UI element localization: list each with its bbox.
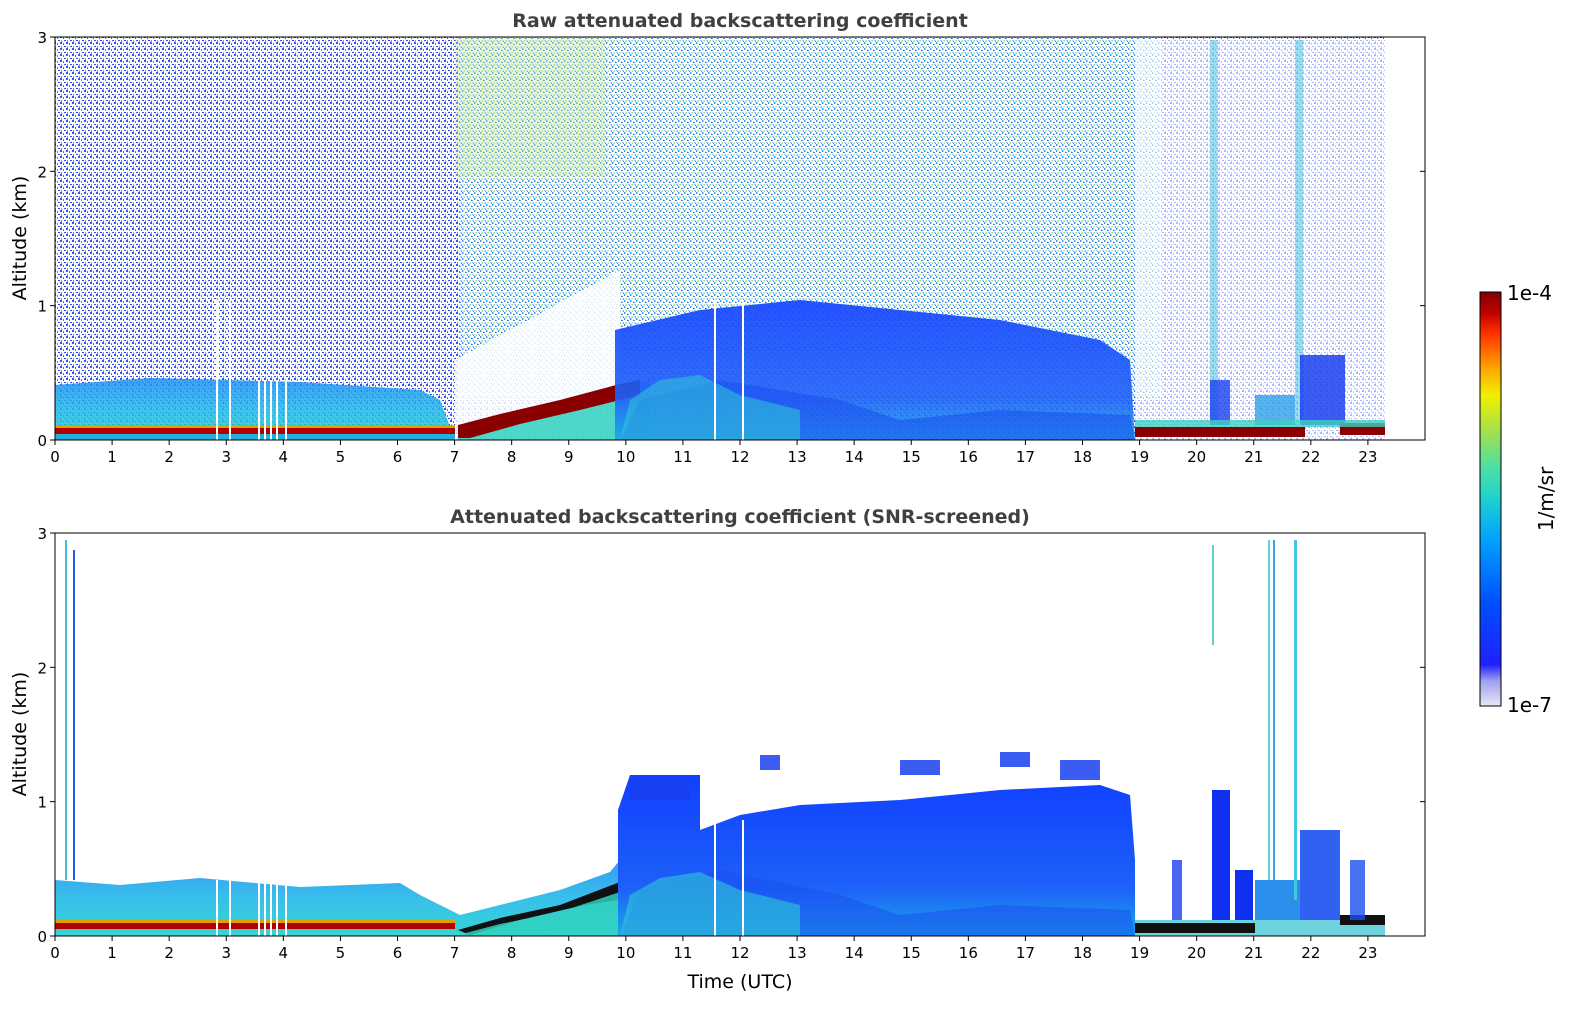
x-tick-label: 14 xyxy=(845,448,864,466)
panel1-plot-area xyxy=(55,37,1425,440)
x-tick-label: 18 xyxy=(1073,448,1092,466)
x-tick-label: 0 xyxy=(50,944,60,962)
x-tick-label: 20 xyxy=(1187,944,1206,962)
colorbar: 1e-4 1e-7 1/m/sr xyxy=(1479,281,1558,717)
x-tick-label: 5 xyxy=(336,944,346,962)
x-tick-label: 3 xyxy=(221,448,231,466)
y-tick-label: 1 xyxy=(37,794,47,812)
x-tick-label: 20 xyxy=(1187,448,1206,466)
panel1-x-axis: 0 1 2 3 4 5 6 7 8 9 10 11 12 13 14 15 16 17 18 19 20 21 22 23 xyxy=(50,440,1377,466)
x-tick-label: 14 xyxy=(845,944,864,962)
panel2-plot-area xyxy=(55,533,1425,936)
colorbar-unit-label: 1/m/sr xyxy=(1534,466,1558,531)
x-tick-label: 17 xyxy=(1016,944,1035,962)
x-tick-label: 1 xyxy=(107,944,117,962)
colorbar-gradient xyxy=(1479,291,1502,707)
x-tick-label: 12 xyxy=(730,448,749,466)
snr-screened-panel: Attenuated backscattering coefficient (S… xyxy=(9,506,1426,993)
panel2-xlabel: Time (UTC) xyxy=(686,971,792,993)
x-tick-label: 10 xyxy=(616,944,635,962)
x-tick-label: 19 xyxy=(1130,944,1149,962)
x-tick-label: 23 xyxy=(1358,448,1377,466)
x-tick-label: 21 xyxy=(1244,448,1263,466)
x-tick-label: 11 xyxy=(673,944,692,962)
x-tick-label: 6 xyxy=(393,944,403,962)
x-tick-label: 8 xyxy=(507,448,517,466)
x-tick-label: 18 xyxy=(1073,944,1092,962)
panel1-title: Raw attenuated backscattering coefficien… xyxy=(512,10,968,32)
x-tick-label: 6 xyxy=(393,448,403,466)
x-tick-label: 2 xyxy=(164,448,174,466)
x-tick-label: 22 xyxy=(1301,944,1320,962)
panel1-ylabel: Altitude (km) xyxy=(9,176,31,301)
y-tick-label: 1 xyxy=(37,298,47,316)
raw-backscatter-panel: Raw attenuated backscattering coefficien… xyxy=(9,10,1426,466)
y-tick-label: 3 xyxy=(37,29,47,47)
x-tick-label: 13 xyxy=(788,944,807,962)
panel1-y-axis: 0 1 2 3 xyxy=(37,29,1425,450)
x-tick-label: 16 xyxy=(959,944,978,962)
x-tick-label: 21 xyxy=(1244,944,1263,962)
x-tick-label: 4 xyxy=(279,448,289,466)
x-tick-label: 1 xyxy=(107,448,117,466)
x-tick-label: 9 xyxy=(564,944,574,962)
x-tick-label: 3 xyxy=(221,944,231,962)
x-tick-label: 2 xyxy=(164,944,174,962)
colorbar-min-label: 1e-7 xyxy=(1507,693,1552,717)
x-tick-label: 16 xyxy=(959,448,978,466)
x-tick-label: 15 xyxy=(902,944,921,962)
panel2-x-axis: 0 1 2 3 4 5 6 7 8 9 10 11 12 13 14 15 16 17 18 19 20 21 22 23 xyxy=(50,936,1377,962)
y-tick-label: 2 xyxy=(37,659,47,677)
colorbar-max-label: 1e-4 xyxy=(1507,281,1552,305)
x-tick-label: 23 xyxy=(1358,944,1377,962)
y-tick-label: 0 xyxy=(37,928,47,946)
x-tick-label: 17 xyxy=(1016,448,1035,466)
x-tick-label: 5 xyxy=(336,448,346,466)
panel2-title: Attenuated backscattering coefficient (S… xyxy=(450,506,1030,528)
x-tick-label: 13 xyxy=(788,448,807,466)
y-tick-label: 3 xyxy=(37,525,47,543)
x-tick-label: 9 xyxy=(564,448,574,466)
x-tick-label: 8 xyxy=(507,944,517,962)
y-tick-label: 0 xyxy=(37,432,47,450)
x-tick-label: 7 xyxy=(450,944,460,962)
y-tick-label: 2 xyxy=(37,163,47,181)
x-tick-label: 7 xyxy=(450,448,460,466)
x-tick-label: 10 xyxy=(616,448,635,466)
x-tick-label: 0 xyxy=(50,448,60,466)
x-tick-label: 12 xyxy=(730,944,749,962)
x-tick-label: 4 xyxy=(279,944,289,962)
panel2-y-axis: 0 1 2 3 xyxy=(37,525,1425,946)
x-tick-label: 11 xyxy=(673,448,692,466)
x-tick-label: 19 xyxy=(1130,448,1149,466)
x-tick-label: 15 xyxy=(902,448,921,466)
x-tick-label: 22 xyxy=(1301,448,1320,466)
panel2-ylabel: Altitude (km) xyxy=(9,672,31,797)
